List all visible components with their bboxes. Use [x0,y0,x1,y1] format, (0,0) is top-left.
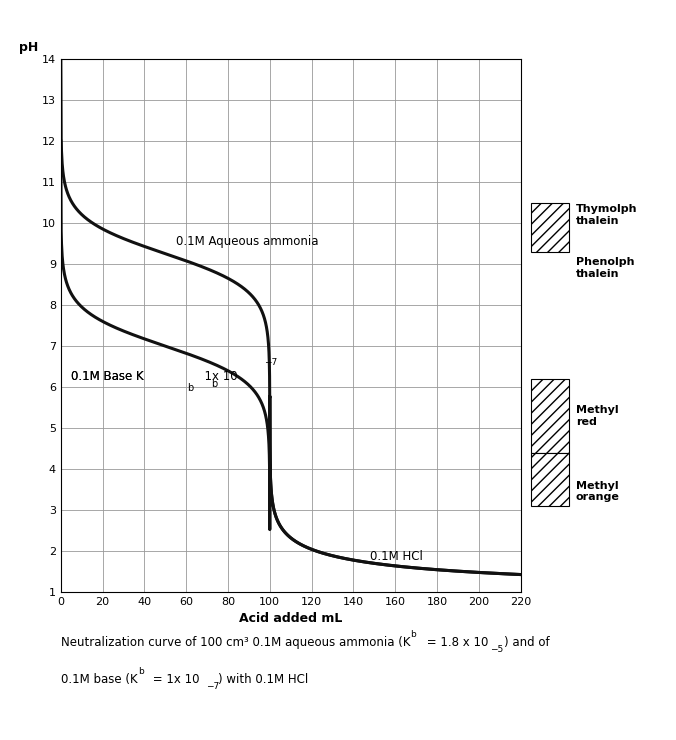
Text: Neutralization curve of 100 cm³ 0.1M aqueous ammonia (K: Neutralization curve of 100 cm³ 0.1M aqu… [61,636,410,650]
Bar [531,379,569,453]
Text: Thymolph
thalein: Thymolph thalein [576,204,637,226]
Text: ) with 0.1M HCl: ) with 0.1M HCl [218,673,308,687]
Text: b: b [139,667,145,676]
Bar [531,203,569,252]
Text: Phenolph
thalein: Phenolph thalein [576,258,635,279]
Text: 0.1M Aqueous ammonia: 0.1M Aqueous ammonia [176,235,318,248]
Text: −5: −5 [490,645,504,654]
Text: 0.1M HCl: 0.1M HCl [370,551,423,563]
Text: b: b [212,379,218,389]
Text: 1x 10: 1x 10 [197,370,237,383]
Text: pH: pH [20,41,39,54]
Text: Methyl
red: Methyl red [576,405,619,426]
Text: b: b [187,383,193,393]
Text: 0.1M base (K: 0.1M base (K [61,673,137,687]
Text: 0.1M Base K: 0.1M Base K [71,370,144,383]
Text: ) and of: ) and of [504,636,549,650]
Text: 0.1M Base K: 0.1M Base K [71,370,144,383]
Text: b: b [410,630,416,639]
Text: −7: −7 [206,682,220,691]
X-axis label: Acid added mL: Acid added mL [239,613,342,625]
Text: −7: −7 [264,357,276,366]
Text: = 1.8 x 10: = 1.8 x 10 [423,636,489,650]
Text: = 1x 10: = 1x 10 [149,673,199,687]
Text: Methyl
orange: Methyl orange [576,481,620,502]
Bar [531,453,569,506]
